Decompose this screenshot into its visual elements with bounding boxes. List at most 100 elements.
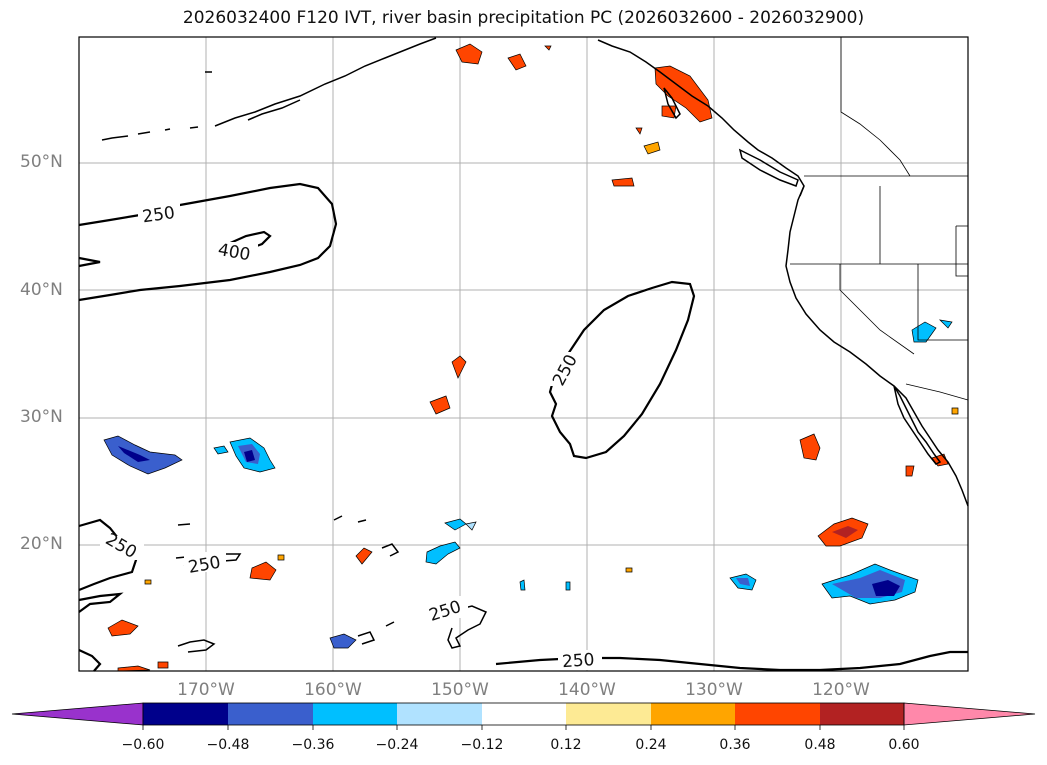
lon-label-170w: 170°W	[177, 680, 235, 700]
alaska-peninsula-coast	[214, 37, 437, 127]
colorbar-extend-max	[903, 702, 1036, 726]
precip-blob	[519, 579, 526, 591]
precip-blob	[654, 65, 713, 123]
vancouver-island	[738, 148, 799, 187]
state-border	[839, 264, 915, 355]
alaska-peninsula-coast	[247, 99, 301, 121]
colorbar-tick-label: −0.24	[375, 737, 419, 753]
precip-blob	[213, 445, 229, 455]
precip-blob	[507, 53, 527, 71]
precip-negative	[103, 319, 953, 649]
lon-label-150w: 150°W	[431, 680, 489, 700]
map-title: 2026032400 F120 IVT, river basin precipi…	[182, 8, 865, 28]
political-borders	[790, 37, 969, 401]
lon-label-130w: 130°W	[685, 680, 743, 700]
precip-blob	[103, 435, 183, 475]
precip-blob	[938, 319, 953, 329]
colorbar-segment	[313, 703, 397, 725]
precip-blob	[565, 581, 571, 591]
precip-blob	[277, 554, 285, 561]
contour-labels: 250 400 250 250 250 250 250	[100, 202, 602, 672]
precip-blob	[951, 407, 959, 415]
ivt-contours	[78, 182, 968, 672]
precip-blob	[425, 541, 461, 565]
lat-label-20n: 20°N	[20, 534, 63, 554]
ivt-label: 250	[141, 203, 176, 227]
bc-coast	[597, 39, 805, 197]
precip-blob	[905, 465, 915, 477]
colorbar-tick-label: 0.60	[888, 737, 920, 753]
precip-blob	[244, 450, 255, 462]
precip-blob	[157, 661, 169, 669]
colorbar-extend-min	[11, 702, 144, 726]
precip-positive	[107, 43, 959, 672]
ivt-contour-250-northwest	[78, 256, 101, 268]
alaska-canada-border	[840, 37, 911, 177]
colorbar-segment	[482, 703, 566, 725]
precip-blob	[635, 127, 643, 135]
colorbar-tick-label: 0.48	[804, 737, 836, 753]
state-border	[955, 225, 968, 277]
lat-label-40n: 40°N	[20, 280, 63, 300]
precip-blob	[872, 580, 900, 596]
hawaii-islands	[177, 639, 216, 653]
lat-label-30n: 30°N	[20, 407, 63, 427]
precip-blob	[355, 547, 373, 565]
colorbar-segment	[651, 703, 735, 725]
coastlines	[101, 37, 969, 653]
lon-label-120w: 120°W	[812, 680, 870, 700]
precip-blob	[429, 395, 451, 415]
precip-blob	[329, 633, 357, 649]
colorbar	[11, 702, 1036, 730]
lon-label-140w: 140°W	[558, 680, 616, 700]
precip-blob	[465, 521, 477, 531]
ivt-contour-250-south	[78, 592, 124, 613]
precip-blob	[249, 561, 277, 581]
ivt-label: 250	[187, 553, 222, 578]
hawaii-islands	[357, 631, 376, 645]
precip-blob	[661, 105, 677, 119]
colorbar-tick-label: 0.12	[550, 737, 582, 753]
colorbar-segment	[397, 703, 482, 725]
precip-blob	[455, 43, 483, 65]
colorbar-tick-label: −0.12	[460, 737, 504, 753]
precip-blob	[544, 45, 552, 51]
lat-label-50n: 50°N	[20, 152, 63, 172]
precip-blob	[144, 579, 152, 585]
ivt-contour-250-center	[548, 280, 696, 460]
us-mexico-border	[905, 383, 969, 401]
precip-blob	[117, 665, 151, 672]
baja-california	[893, 385, 942, 465]
ivt-label: 250	[561, 650, 595, 672]
precip-blob	[451, 355, 467, 379]
ivt-contour-250-north	[78, 182, 338, 302]
colorbar-segment	[228, 703, 313, 725]
precip-blob	[799, 433, 821, 461]
colorbar-ticks	[142, 725, 905, 730]
colorbar-tick-label: 0.36	[719, 737, 751, 753]
colorbar-tick-label: −0.60	[121, 737, 165, 753]
colorbar-segment	[143, 703, 228, 725]
map-frame	[78, 36, 969, 672]
lon-label-160w: 160°W	[304, 680, 362, 700]
precip-blob	[118, 446, 150, 462]
precip-blob	[625, 567, 633, 573]
map-panel	[78, 36, 969, 672]
precip-blob	[611, 177, 635, 187]
colorbar-segment	[735, 703, 820, 725]
colorbar-segment	[566, 703, 651, 725]
precip-blob	[643, 141, 661, 155]
precip-blob	[107, 619, 139, 637]
colorbar-tick-label: −0.48	[206, 737, 250, 753]
state-border	[917, 264, 968, 341]
ivt-contour-250-south	[78, 649, 102, 672]
colorbar-tick-label: 0.24	[635, 737, 667, 753]
precip-blob	[832, 526, 858, 538]
precip-blob	[911, 321, 937, 343]
colorbar-tick-label: −0.36	[291, 737, 335, 753]
haida-gwaii	[663, 87, 681, 120]
colorbar-segment	[820, 703, 904, 725]
precip-blob	[444, 518, 467, 531]
us-west-coast	[785, 185, 969, 507]
